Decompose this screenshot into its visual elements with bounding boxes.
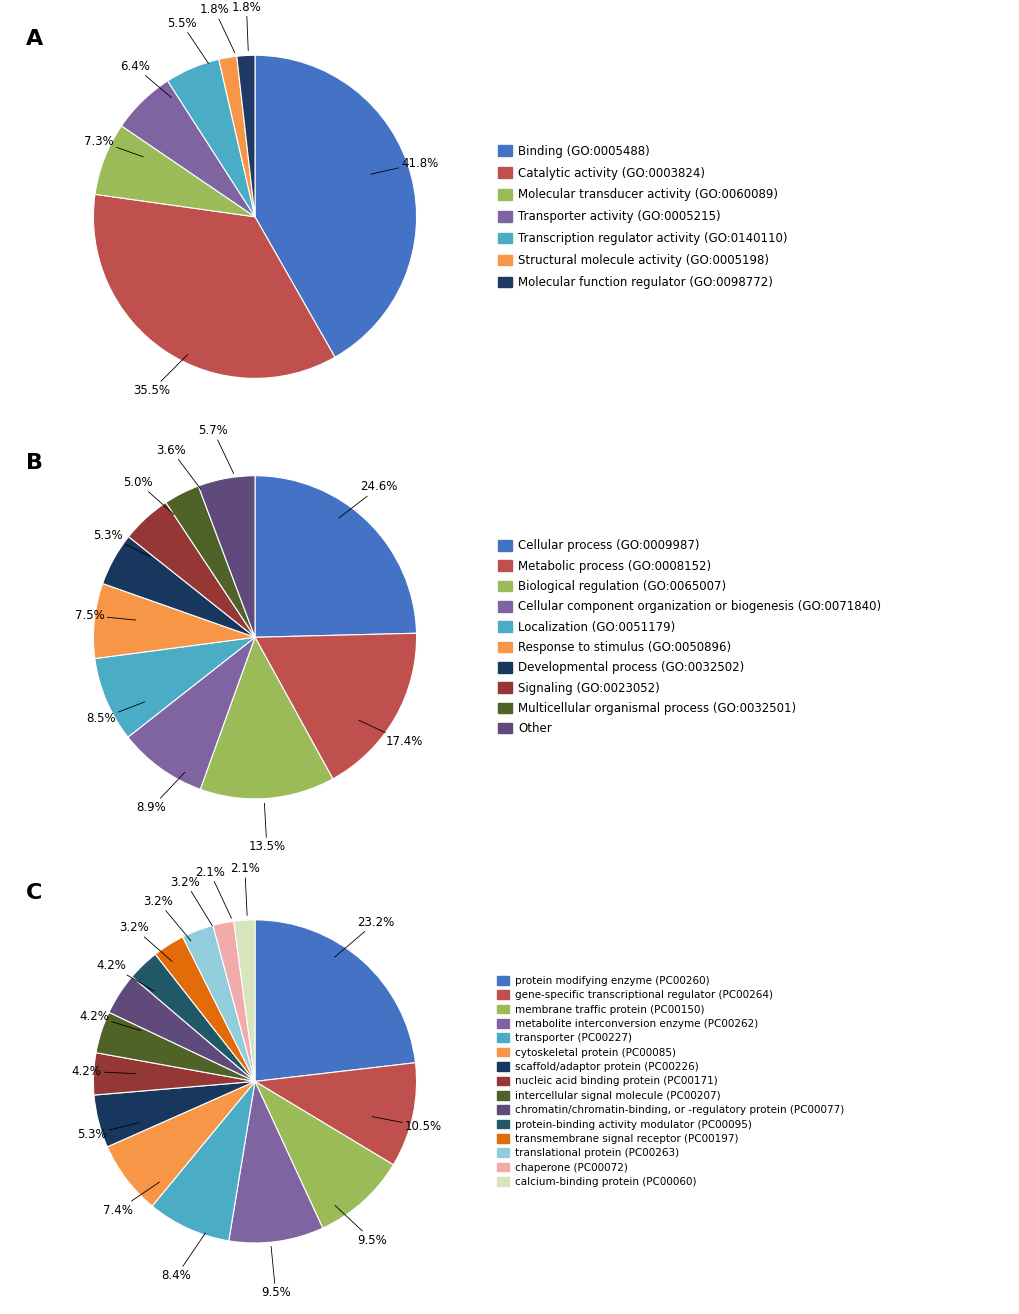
- Text: A: A: [25, 29, 43, 49]
- Text: 24.6%: 24.6%: [338, 481, 397, 518]
- Text: 5.3%: 5.3%: [76, 1122, 139, 1141]
- Wedge shape: [121, 81, 255, 217]
- Legend: protein modifying enzyme (PC00260), gene-specific transcriptional regulator (PC0: protein modifying enzyme (PC00260), gene…: [494, 974, 845, 1189]
- Text: 4.2%: 4.2%: [96, 959, 154, 991]
- Text: 1.8%: 1.8%: [231, 0, 261, 51]
- Text: 10.5%: 10.5%: [372, 1117, 442, 1133]
- Text: 9.5%: 9.5%: [334, 1205, 387, 1247]
- Text: B: B: [25, 453, 43, 473]
- Wedge shape: [167, 59, 255, 217]
- Wedge shape: [200, 637, 332, 799]
- Wedge shape: [198, 476, 255, 637]
- Wedge shape: [107, 1081, 255, 1206]
- Text: 41.8%: 41.8%: [371, 156, 438, 175]
- Wedge shape: [95, 126, 255, 217]
- Wedge shape: [109, 976, 255, 1081]
- Text: 5.0%: 5.0%: [123, 476, 174, 515]
- Wedge shape: [236, 55, 255, 217]
- Wedge shape: [255, 1063, 416, 1164]
- Text: 4.2%: 4.2%: [71, 1064, 136, 1077]
- Text: 6.4%: 6.4%: [119, 60, 171, 97]
- Text: C: C: [25, 883, 42, 903]
- Text: 3.6%: 3.6%: [157, 444, 201, 489]
- Text: 7.4%: 7.4%: [103, 1183, 159, 1217]
- Wedge shape: [228, 1081, 322, 1243]
- Text: 2.1%: 2.1%: [229, 862, 260, 916]
- Text: 5.3%: 5.3%: [93, 530, 150, 557]
- Legend: Cellular process (GO:0009987), Metabolic process (GO:0008152), Biological regula: Cellular process (GO:0009987), Metabolic…: [495, 537, 882, 737]
- Wedge shape: [94, 1081, 255, 1147]
- Text: 5.5%: 5.5%: [166, 17, 208, 63]
- Text: 4.2%: 4.2%: [78, 1009, 141, 1030]
- Wedge shape: [103, 536, 255, 637]
- Wedge shape: [255, 633, 416, 779]
- Wedge shape: [255, 920, 415, 1081]
- Wedge shape: [166, 486, 255, 637]
- Wedge shape: [255, 476, 416, 637]
- Wedge shape: [155, 937, 255, 1081]
- Text: 3.2%: 3.2%: [119, 921, 172, 962]
- Text: 23.2%: 23.2%: [334, 916, 394, 957]
- Wedge shape: [255, 55, 416, 357]
- Text: 8.4%: 8.4%: [162, 1233, 205, 1282]
- Wedge shape: [94, 194, 334, 378]
- Text: 8.5%: 8.5%: [86, 702, 145, 725]
- Wedge shape: [95, 637, 255, 737]
- Text: 7.3%: 7.3%: [85, 134, 143, 156]
- Wedge shape: [152, 1081, 255, 1240]
- Text: 8.9%: 8.9%: [137, 773, 184, 815]
- Wedge shape: [94, 583, 255, 658]
- Wedge shape: [131, 954, 255, 1081]
- Text: 35.5%: 35.5%: [132, 355, 187, 397]
- Wedge shape: [213, 921, 255, 1081]
- Wedge shape: [233, 920, 255, 1081]
- Text: 3.2%: 3.2%: [170, 875, 212, 926]
- Wedge shape: [182, 925, 255, 1081]
- Wedge shape: [128, 502, 255, 637]
- Wedge shape: [96, 1012, 255, 1081]
- Text: 7.5%: 7.5%: [74, 610, 136, 622]
- Text: 13.5%: 13.5%: [248, 803, 285, 853]
- Legend: Binding (GO:0005488), Catalytic activity (GO:0003824), Molecular transducer acti: Binding (GO:0005488), Catalytic activity…: [495, 142, 789, 292]
- Text: 17.4%: 17.4%: [359, 720, 423, 749]
- Wedge shape: [94, 1053, 255, 1095]
- Wedge shape: [255, 1081, 393, 1229]
- Wedge shape: [219, 57, 255, 217]
- Text: 2.1%: 2.1%: [195, 866, 231, 918]
- Text: 3.2%: 3.2%: [143, 895, 191, 941]
- Text: 1.8%: 1.8%: [200, 3, 234, 53]
- Wedge shape: [127, 637, 255, 790]
- Text: 5.7%: 5.7%: [198, 424, 233, 473]
- Text: 9.5%: 9.5%: [261, 1246, 290, 1300]
